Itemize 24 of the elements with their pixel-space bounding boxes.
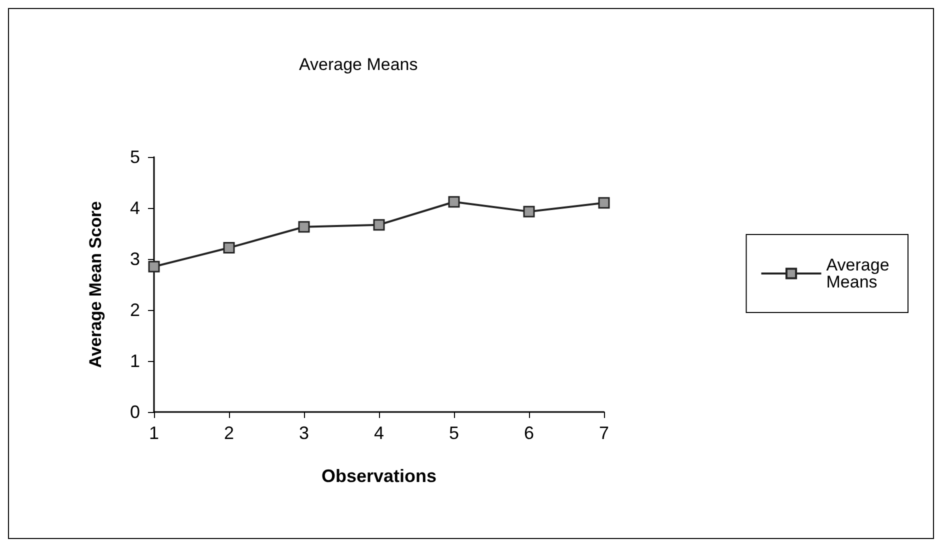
point <box>223 242 235 254</box>
point <box>373 219 385 231</box>
point <box>523 206 535 218</box>
y-tick-label: 1 <box>130 351 140 371</box>
y-tick-label: 3 <box>130 249 140 269</box>
y-tick-label: 2 <box>130 300 140 320</box>
x-tick-label: 4 <box>374 423 384 443</box>
x-tick-label: 7 <box>598 423 610 443</box>
y-tick-label: 0 <box>130 402 140 422</box>
y-tick-label: 4 <box>130 198 140 218</box>
point <box>598 197 610 209</box>
x-axis-title: Observations <box>321 466 437 486</box>
y-axis-title: Average Mean Score <box>86 201 105 368</box>
point <box>148 260 160 272</box>
x-tick-label: 1 <box>148 423 160 443</box>
legend-label: Average Means <box>826 256 894 292</box>
point <box>448 196 460 208</box>
y-tick-label: 5 <box>130 147 140 167</box>
x-tick-label: 5 <box>448 423 460 443</box>
chart-title: Average Means <box>299 55 418 74</box>
x-tick-label: 2 <box>224 423 234 443</box>
x-tick-label: 3 <box>298 423 310 443</box>
x-tick-label: 6 <box>524 423 534 443</box>
point <box>298 221 310 233</box>
